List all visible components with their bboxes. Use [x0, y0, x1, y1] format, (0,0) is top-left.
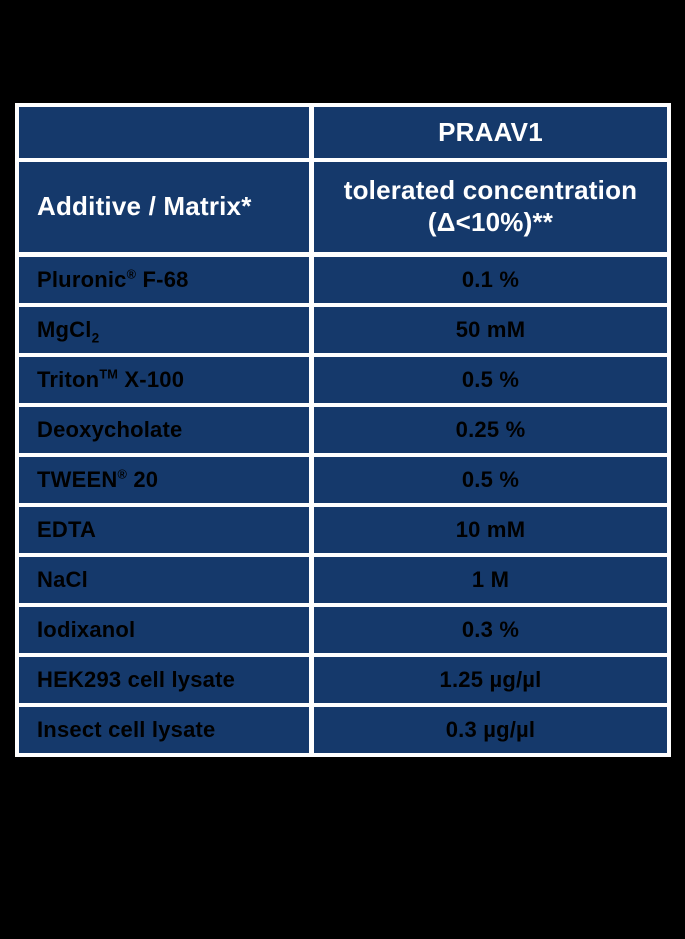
- additive-cell: Insect cell lysate: [19, 707, 309, 753]
- tolerated-value: 1.25 µg/µl: [439, 667, 542, 692]
- additive-label: EDTA: [37, 517, 97, 542]
- tolerated-value: 0.5 %: [461, 367, 520, 392]
- additive-cell: MgCl2: [19, 307, 309, 353]
- header-corner-cell: [19, 107, 309, 158]
- value-cell: 50 mM: [314, 307, 667, 353]
- table-header-labels-row: Additive / Matrix* tolerated concentrati…: [19, 162, 667, 252]
- header-concentration-cell: tolerated concentration (Δ<10%)**: [314, 162, 667, 252]
- additive-label: TWEEN® 20: [37, 466, 159, 492]
- column-header-concentration: tolerated concentration (Δ<10%)**: [343, 175, 638, 237]
- tolerated-value: 0.5 %: [461, 467, 520, 492]
- value-cell: 0.5 %: [314, 357, 667, 403]
- additive-cell: EDTA: [19, 507, 309, 553]
- header-additive-cell: Additive / Matrix*: [19, 162, 309, 252]
- additive-label: NaCl: [37, 567, 88, 592]
- value-cell: 1 M: [314, 557, 667, 603]
- table-row: TWEEN® 20 0.5 %: [19, 457, 667, 503]
- table-row: NaCl 1 M: [19, 557, 667, 603]
- value-cell: 0.5 %: [314, 457, 667, 503]
- product-name-label: PRAAV1: [438, 116, 543, 147]
- additive-label: Iodixanol: [37, 617, 136, 642]
- table-header-product-row: PRAAV1: [19, 107, 667, 158]
- table-row: TritonTM X-100 0.5 %: [19, 357, 667, 403]
- additive-cell: Pluronic® F-68: [19, 257, 309, 303]
- table-row: Insect cell lysate 0.3 µg/µl: [19, 707, 667, 753]
- additive-label: Insect cell lysate: [37, 717, 216, 742]
- tolerated-value: 0.3 %: [461, 617, 520, 642]
- value-cell: 0.3 µg/µl: [314, 707, 667, 753]
- additive-label: HEK293 cell lysate: [37, 667, 236, 692]
- additive-cell: Iodixanol: [19, 607, 309, 653]
- additive-label: Deoxycholate: [37, 417, 183, 442]
- additive-cell: TritonTM X-100: [19, 357, 309, 403]
- additive-cell: Deoxycholate: [19, 407, 309, 453]
- tolerated-value: 0.3 µg/µl: [445, 717, 536, 742]
- tolerated-value: 0.1 %: [461, 267, 520, 292]
- additive-cell: TWEEN® 20: [19, 457, 309, 503]
- value-cell: 0.25 %: [314, 407, 667, 453]
- table-row: EDTA 10 mM: [19, 507, 667, 553]
- table-row: HEK293 cell lysate 1.25 µg/µl: [19, 657, 667, 703]
- additive-cell: HEK293 cell lysate: [19, 657, 309, 703]
- tolerated-value: 10 mM: [455, 517, 526, 542]
- tolerance-table: PRAAV1 Additive / Matrix* tolerated conc…: [15, 103, 671, 757]
- table-row: MgCl2 50 mM: [19, 307, 667, 353]
- tolerated-value: 1 M: [471, 567, 510, 592]
- tolerated-value: 0.25 %: [455, 417, 526, 442]
- tolerated-value: 50 mM: [455, 317, 526, 342]
- column-header-additive: Additive / Matrix*: [37, 191, 252, 222]
- value-cell: 0.1 %: [314, 257, 667, 303]
- value-cell: 1.25 µg/µl: [314, 657, 667, 703]
- table-row: Deoxycholate 0.25 %: [19, 407, 667, 453]
- table-row: Iodixanol 0.3 %: [19, 607, 667, 653]
- additive-label: Pluronic® F-68: [37, 266, 189, 292]
- value-cell: 0.3 %: [314, 607, 667, 653]
- additive-cell: NaCl: [19, 557, 309, 603]
- table-row: Pluronic® F-68 0.1 %: [19, 257, 667, 303]
- additive-label: TritonTM X-100: [37, 366, 185, 392]
- value-cell: 10 mM: [314, 507, 667, 553]
- header-product-cell: PRAAV1: [314, 107, 667, 158]
- additive-label: MgCl2: [37, 317, 100, 346]
